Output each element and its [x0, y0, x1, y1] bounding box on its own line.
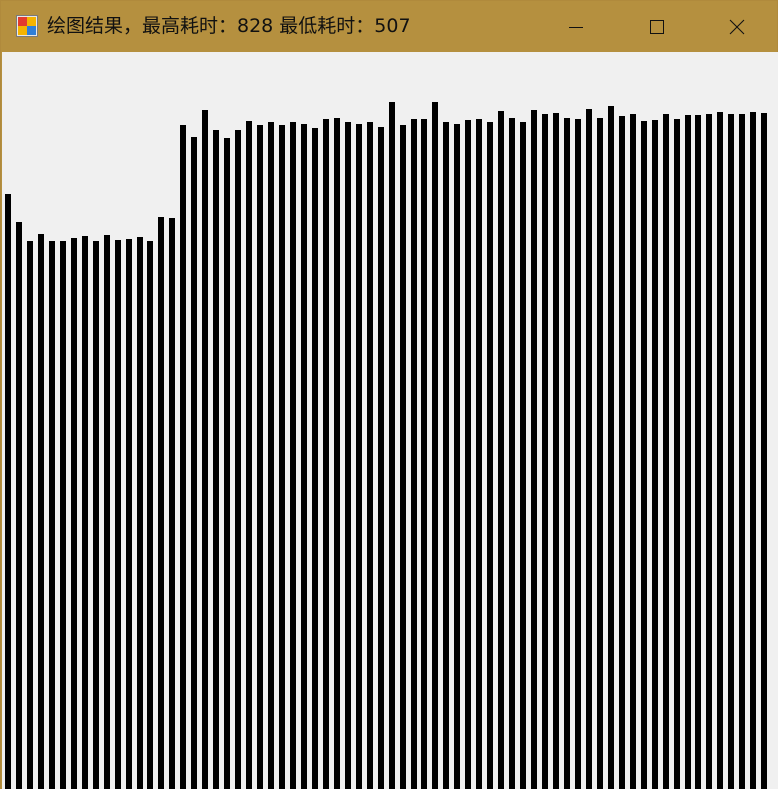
- bar-53: [575, 119, 581, 789]
- bar-9: [93, 241, 99, 789]
- bar-12: [126, 239, 132, 789]
- bar-55: [597, 118, 603, 789]
- minimize-icon: [569, 26, 583, 28]
- bar-10: [104, 235, 110, 789]
- bar-62: [674, 119, 680, 789]
- bar-43: [465, 120, 471, 789]
- bar-32: [345, 122, 351, 789]
- bar-41: [443, 122, 449, 789]
- bar-15: [158, 217, 164, 789]
- bar-5: [49, 241, 55, 789]
- title-bar[interactable]: 绘图结果，最高耗时：828 最低耗时：507: [1, 1, 777, 52]
- bar-67: [728, 114, 734, 789]
- window-title: 绘图结果，最高耗时：828 最低耗时：507: [47, 15, 411, 37]
- bar-59: [641, 121, 647, 789]
- bar-26: [279, 125, 285, 789]
- bar-1: [5, 194, 11, 789]
- bar-25: [268, 122, 274, 789]
- bar-66: [717, 112, 723, 789]
- bar-6: [60, 241, 66, 789]
- bar-42: [454, 124, 460, 789]
- bar-29: [312, 128, 318, 789]
- bar-16: [169, 218, 175, 789]
- bar-58: [630, 114, 636, 789]
- bar-30: [323, 119, 329, 789]
- bar-36: [389, 102, 395, 789]
- close-icon: [729, 19, 745, 34]
- bar-45: [487, 122, 493, 789]
- bar-47: [509, 118, 515, 789]
- bar-31: [334, 118, 340, 789]
- bar-3: [27, 241, 33, 789]
- bar-22: [235, 130, 241, 789]
- bar-37: [400, 125, 406, 789]
- bar-13: [137, 237, 143, 789]
- app-icon: [16, 15, 38, 37]
- bar-63: [685, 115, 691, 789]
- bar-40: [432, 102, 438, 789]
- bar-48: [520, 122, 526, 789]
- bar-35: [378, 127, 384, 789]
- bar-2: [16, 222, 22, 789]
- bar-19: [202, 110, 208, 789]
- bar-14: [147, 241, 153, 789]
- close-button[interactable]: [714, 1, 760, 52]
- bar-46: [498, 111, 504, 789]
- bar-7: [71, 238, 77, 789]
- bar-28: [301, 124, 307, 789]
- maximize-button[interactable]: [634, 1, 680, 52]
- bar-18: [191, 137, 197, 789]
- bar-65: [706, 114, 712, 789]
- bar-70: [761, 113, 767, 789]
- bar-64: [695, 115, 701, 789]
- bar-69: [750, 112, 756, 789]
- bar-44: [476, 119, 482, 789]
- bar-11: [115, 240, 121, 789]
- bar-21: [224, 138, 230, 789]
- bar-60: [652, 120, 658, 789]
- bar-54: [586, 109, 592, 789]
- bar-52: [564, 118, 570, 789]
- bar-61: [663, 114, 669, 789]
- bar-34: [367, 122, 373, 789]
- bar-49: [531, 110, 537, 789]
- bar-4: [38, 234, 44, 789]
- bar-chart: [5, 102, 767, 789]
- bar-27: [290, 122, 296, 789]
- bar-17: [180, 125, 186, 789]
- bar-39: [421, 119, 427, 789]
- bar-20: [213, 130, 219, 789]
- maximize-icon: [650, 19, 664, 34]
- bar-24: [257, 125, 263, 789]
- bar-56: [608, 106, 614, 789]
- bar-50: [542, 114, 548, 789]
- bar-68: [739, 114, 745, 789]
- drawing-area: [2, 52, 778, 789]
- bar-51: [553, 113, 559, 789]
- bar-23: [246, 121, 252, 789]
- bar-33: [356, 124, 362, 789]
- bar-57: [619, 116, 625, 789]
- bar-8: [82, 236, 88, 789]
- bar-38: [411, 119, 417, 789]
- minimize-button[interactable]: [553, 1, 599, 52]
